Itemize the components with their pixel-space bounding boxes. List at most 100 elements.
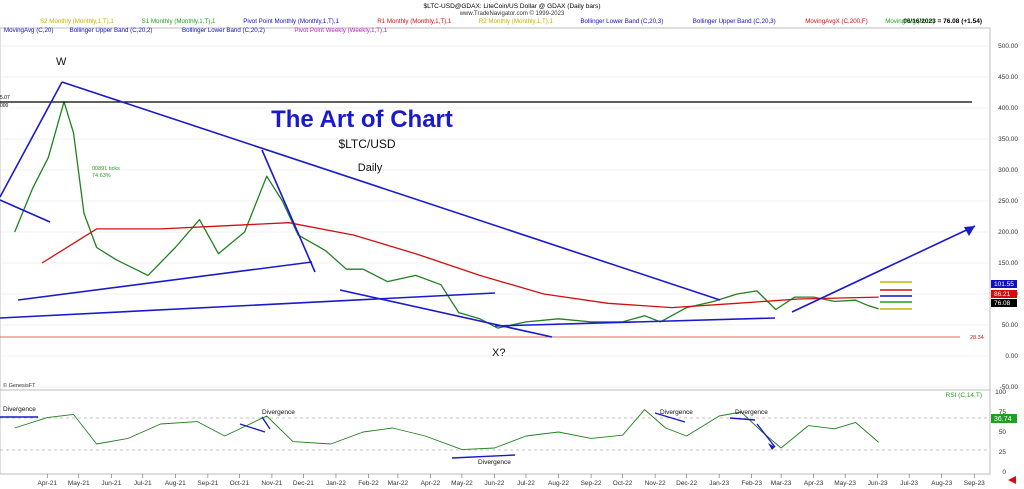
divergence-line bbox=[729, 417, 756, 421]
legend-entry: Pivot Point Weekly (Weekly,1,T),1 bbox=[294, 27, 387, 34]
y-tick-label: 450.00 bbox=[998, 74, 1018, 81]
x-tick-label: Jun-21 bbox=[101, 480, 121, 487]
y-tick-label: 300.00 bbox=[998, 167, 1018, 174]
trendline bbox=[0, 199, 51, 223]
y-tick-label: 50.00 bbox=[1002, 322, 1019, 329]
pivot-levels bbox=[880, 281, 912, 310]
legend-entry: Bollinger Upper Band (C,20,2) bbox=[70, 27, 153, 34]
x-tick-label: Sep-22 bbox=[581, 480, 602, 487]
price-line bbox=[14, 101, 879, 329]
arrow-head-icon bbox=[964, 226, 975, 236]
x-tick-label: Jul-22 bbox=[517, 480, 535, 487]
divergence-label: Divergence bbox=[3, 406, 36, 413]
date-x-axis: Apr-21 May-21 Jun-21 Jul-21 Aug-21 Sep-21 Oct-… bbox=[37, 474, 985, 487]
x-tick-label: Apr-22 bbox=[421, 480, 441, 487]
x-tick-label: Aug-22 bbox=[548, 480, 569, 487]
legend-entry: Bollinger Lower Band (C,20,2) bbox=[182, 27, 265, 34]
divergence-label: Divergence bbox=[262, 409, 295, 416]
y-tick-label: 0.00 bbox=[1005, 353, 1018, 360]
series-layer bbox=[14, 101, 879, 451]
chart-header-title: $LTC-USD@GDAX: LiteCoin/US Dollar @ GDAX… bbox=[423, 3, 600, 10]
arrow-head-icon bbox=[768, 443, 775, 450]
x-tick-label: May-22 bbox=[451, 480, 473, 487]
moving-average-line bbox=[41, 222, 879, 309]
x-tick-label: Apr-23 bbox=[804, 480, 824, 487]
y-tick-label: 200.00 bbox=[998, 229, 1018, 236]
copyright: www.TradeNavigator.com © 1999-2023 bbox=[459, 10, 565, 17]
ticks-percent: 74.63% bbox=[92, 173, 111, 179]
legend: S2 Monthly (Monthly,1,T),1 S1 Monthly (Mo… bbox=[4, 18, 935, 34]
legend-entry: S2 Monthly (Monthly,1,T),1 bbox=[40, 18, 114, 25]
divergence-label: Divergence bbox=[660, 409, 693, 416]
trendline bbox=[0, 292, 496, 319]
x-tick-label: Feb-22 bbox=[358, 480, 379, 487]
price-tag-label: 76.08 bbox=[994, 300, 1011, 307]
support-level-value: 28.34 bbox=[970, 335, 984, 341]
rsi-tick-label: 25 bbox=[999, 449, 1007, 456]
legend-entry: R2 Monthly (Monthly,1,T),1 bbox=[479, 18, 554, 25]
y-tick-label: 150.00 bbox=[998, 260, 1018, 267]
main-title: The Art of Chart bbox=[271, 106, 453, 133]
divergence-line bbox=[654, 412, 686, 423]
x-tick-label: Jul-21 bbox=[134, 480, 152, 487]
x-tick-label: Mar-22 bbox=[388, 480, 409, 487]
legend-entry: Bollinger Lower Band (C,20,3) bbox=[580, 18, 663, 25]
x-tick-label: Jun-23 bbox=[868, 480, 888, 487]
legend-entry: MovingAvg (C,20) bbox=[4, 27, 53, 34]
x-tick-label: Apr-21 bbox=[37, 480, 57, 487]
legend-entry: Bollinger Upper Band (C,20,3) bbox=[693, 18, 776, 25]
x-tick-label: Jul-23 bbox=[900, 480, 918, 487]
legend-entry: MovingAvg (H,10) bbox=[885, 18, 934, 25]
legend-entry: MovingAvgX (C,200,F) bbox=[805, 18, 867, 25]
x-tick-label: Feb-23 bbox=[741, 480, 762, 487]
rsi-tick-label: 50 bbox=[999, 429, 1007, 436]
price-tag-label: 101.55 bbox=[994, 281, 1014, 288]
rsi-line bbox=[14, 409, 879, 451]
x-tick-label: Aug-21 bbox=[165, 480, 186, 487]
rsi-value-label: 36.74 bbox=[994, 416, 1012, 423]
rsi-title: RSI (C,14,T) bbox=[946, 392, 982, 399]
ticks-note: 00891 ticks bbox=[92, 166, 120, 172]
trendline bbox=[261, 149, 316, 273]
divergence-line bbox=[239, 423, 266, 433]
level-left-1: 5.07 bbox=[0, 95, 10, 101]
y-tick-label: 500.00 bbox=[998, 43, 1018, 50]
x-tick-label: Nov-21 bbox=[261, 480, 282, 487]
rsi-value-tag bbox=[991, 414, 1017, 423]
trendline bbox=[494, 317, 776, 327]
y-tick-label: 350.00 bbox=[998, 136, 1018, 143]
x-label: X? bbox=[492, 347, 505, 359]
price-tag bbox=[991, 290, 1017, 298]
divergence-line bbox=[451, 454, 516, 459]
x-tick-label: May-21 bbox=[68, 480, 90, 487]
x-tick-label: Sep-23 bbox=[964, 480, 985, 487]
level-left-2: 000 bbox=[0, 103, 9, 109]
w-label: W bbox=[56, 56, 67, 68]
legend-entry: Pivot Point Monthly (Monthly,1,T),1 bbox=[243, 18, 339, 25]
scroll-arrow-icon[interactable] bbox=[1008, 476, 1016, 484]
trendline bbox=[17, 261, 313, 301]
x-tick-label: Sep-21 bbox=[197, 480, 218, 487]
rsi-tick-label: 100 bbox=[995, 389, 1006, 396]
price-panel bbox=[0, 27, 991, 391]
x-tick-label: Mar-23 bbox=[771, 480, 792, 487]
symbol-label: $LTC/USD bbox=[338, 137, 395, 151]
x-tick-label: Jun-22 bbox=[485, 480, 505, 487]
price-tag-label: 86.21 bbox=[994, 291, 1011, 298]
y-tick-label: 400.00 bbox=[998, 105, 1018, 112]
x-tick-label: Aug-23 bbox=[931, 480, 952, 487]
price-tags: 101.55 86.21 76.08 bbox=[991, 280, 1017, 307]
trendline bbox=[61, 81, 721, 301]
divergence-line bbox=[756, 423, 776, 448]
x-tick-label: Dec-21 bbox=[293, 480, 314, 487]
x-tick-label: Jan-22 bbox=[326, 480, 346, 487]
x-tick-label: Oct-21 bbox=[230, 480, 250, 487]
legend-entry: S1 Monthly (Monthly,1,T),1 bbox=[142, 18, 216, 25]
genesis-credit: © GenesisFT bbox=[3, 382, 36, 389]
trendline bbox=[339, 289, 553, 338]
x-tick-label: Oct-22 bbox=[613, 480, 633, 487]
price-tag bbox=[991, 280, 1017, 288]
x-tick-label: Nov-22 bbox=[645, 480, 666, 487]
x-tick-label: Jan-23 bbox=[709, 480, 729, 487]
trendline bbox=[0, 81, 63, 198]
